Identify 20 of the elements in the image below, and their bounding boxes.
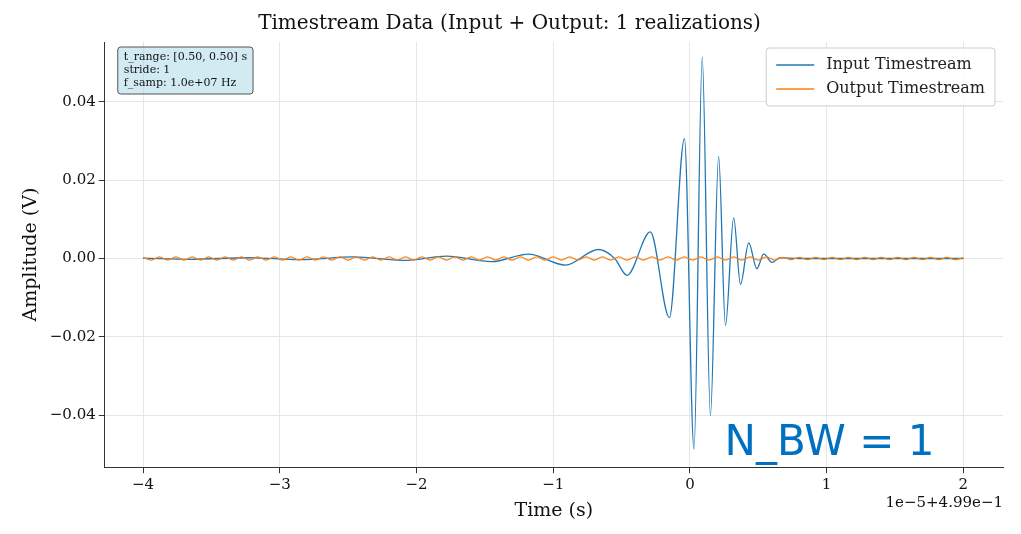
x-tick-label: −3 (268, 475, 291, 494)
y-tick-label: −0.02 (49, 326, 96, 345)
x-axis-title: Time (s) (514, 497, 594, 520)
x-tick-label: −1 (542, 475, 565, 494)
text: 1e−5+4.99e−1 (885, 492, 1003, 511)
x-tick-label: −4 (131, 475, 155, 494)
legend-label: Output Timestream (826, 78, 985, 98)
annotation: N_BW = 1 (724, 416, 935, 466)
x-tick-label: 2 (958, 475, 969, 494)
x-tick-label: 1 (821, 475, 832, 494)
x-tick-label: −2 (405, 475, 428, 494)
y-axis-title: Amplitude (V) (18, 187, 41, 323)
legend-label: Input Timestream (826, 54, 972, 74)
y-tick-label: 0.00 (62, 248, 96, 267)
x-tick-label: 0 (685, 475, 695, 494)
y-tick-label: 0.02 (62, 170, 96, 189)
annotation: t_range: [0.50, 0.50] s stride: 1 f_samp: 1.0e+07 Hz (123, 50, 248, 90)
y-tick-label: −0.04 (49, 405, 96, 424)
chart-title: Timestream Data (Input + Output: 1 realizations) (258, 10, 761, 35)
y-tick-label: 0.04 (62, 91, 96, 110)
